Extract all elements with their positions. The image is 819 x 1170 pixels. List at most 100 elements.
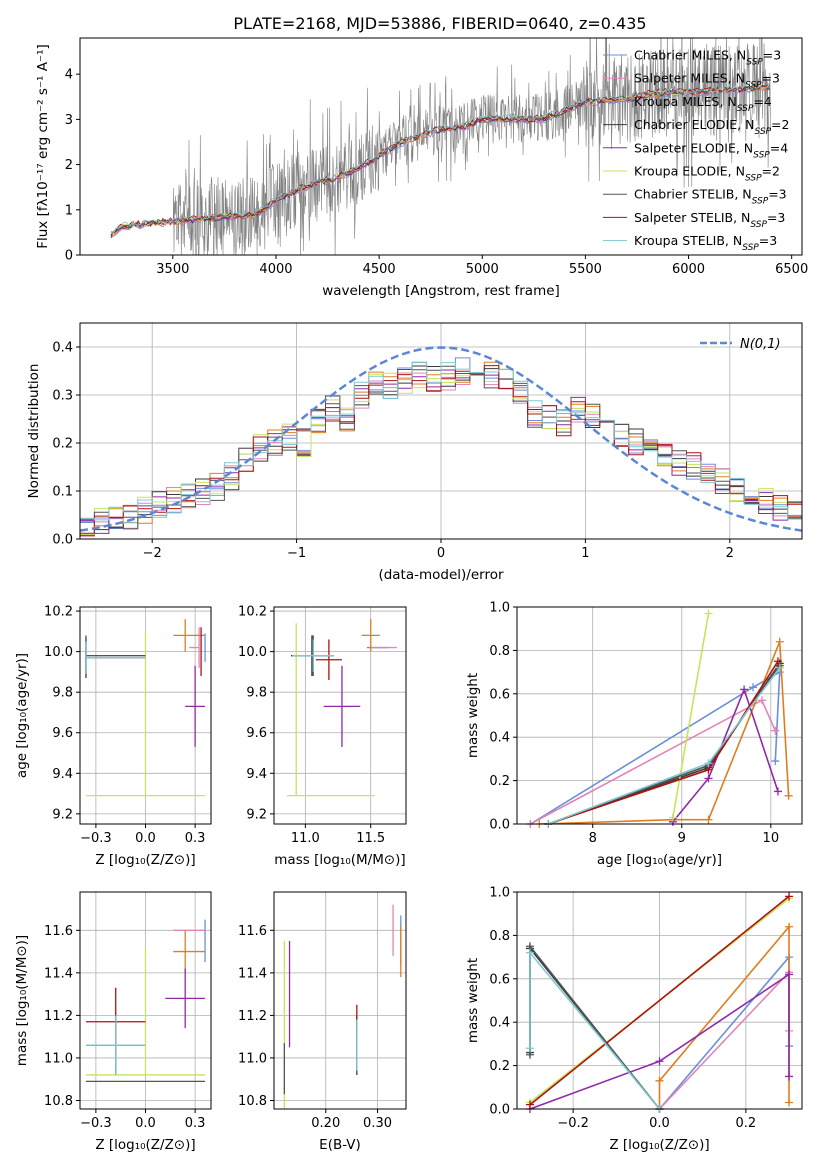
x-tick-label: 5500 — [569, 262, 602, 277]
mass_vs_ebv-frame — [273, 891, 407, 1110]
legend-subscript: SSP — [742, 243, 759, 253]
gaussian-curve — [80, 346, 802, 532]
massweight_vs_Z-frame — [516, 891, 803, 1110]
legend-value: =3 — [767, 210, 785, 225]
x-axis-label: age [log₁₀(age/yr)] — [597, 852, 722, 868]
legend-value: =4 — [753, 94, 771, 109]
series-marker — [655, 1057, 664, 1066]
x-axis-label: Z [log₁₀(Z/Z⊙)] — [95, 1137, 195, 1153]
y-axis-label: Flux [fλ10⁻¹⁷ erg cm⁻² s⁻¹ A⁻¹] — [35, 44, 51, 249]
y-tick-label: 9.2 — [246, 807, 267, 822]
axes-mass_vs_ebv: 0.20 0.30 10.8 11.0 11.2 11.4 11.6 — [238, 892, 406, 1131]
x-tick-label: −2 — [143, 546, 162, 561]
series-line — [658, 970, 790, 1109]
y-tick-label: 0.0 — [489, 818, 510, 833]
y-axis-label: age [log₁₀(age/yr)] — [14, 653, 30, 778]
series-marker — [704, 759, 713, 768]
figure-title: PLATE=2168, MJD=53886, FIBERID=0640, z=0… — [233, 14, 646, 33]
legend-label: N(0,1) — [740, 337, 781, 352]
x-axis-label: E(B-V) — [319, 1137, 361, 1153]
histogram-step — [80, 362, 802, 521]
series-marker — [740, 685, 749, 694]
x-tick-label: 3500 — [156, 262, 189, 277]
series-line — [529, 973, 790, 1109]
y-tick-label: 0.2 — [489, 774, 510, 789]
series-marker — [749, 683, 758, 692]
y-tick-label: 10.0 — [238, 645, 267, 660]
spectrum-model-line — [110, 82, 770, 234]
mass_vs_Z-frame — [79, 891, 212, 1110]
y-tick-label: 10.2 — [44, 605, 73, 620]
x-tick-label: −0.3 — [80, 1116, 112, 1131]
y-tick-label: 11.2 — [238, 1009, 267, 1024]
series-marker — [785, 922, 794, 931]
y-tick-label: 10.8 — [44, 1094, 73, 1109]
y-tick-label: 9.8 — [52, 686, 73, 701]
x-tick-label: −1 — [287, 546, 306, 561]
axes-age_vs_mass: 11.0 11.5 9.2 9.4 9.6 9.8 10.0 10.2 — [238, 605, 406, 846]
series-line — [672, 687, 779, 823]
x-tick-label: 6000 — [672, 262, 705, 277]
x-tick-label: 1 — [581, 546, 589, 561]
y-tick-label: 0.0 — [52, 533, 73, 548]
y-tick-label: 0.2 — [52, 437, 73, 452]
x-tick-label: 0.3 — [185, 831, 206, 846]
series-marker — [525, 1044, 534, 1053]
legend-value: =2 — [771, 117, 789, 132]
axes-spectrum: 3500 4000 4500 5000 5500 6000 6500 0 1 2 3 4 — [65, 68, 809, 277]
legend-value: =3 — [768, 187, 786, 202]
y-tick-label: 10.8 — [238, 1094, 267, 1109]
legend-value: =3 — [759, 233, 777, 248]
y-tick-label: 0.4 — [489, 731, 510, 746]
y-tick-label: 11.0 — [238, 1051, 267, 1066]
x-tick-label: 0.30 — [363, 1116, 392, 1131]
series-marker — [525, 1100, 534, 1109]
legend-label: Salpeter MILES, NSSP=3 — [634, 71, 780, 91]
series-marker — [784, 791, 793, 800]
y-tick-label: 0.4 — [52, 341, 73, 356]
series-line — [672, 613, 710, 818]
legend-value: =2 — [762, 164, 780, 179]
x-tick-label: 11.0 — [291, 831, 320, 846]
legend-label: Salpeter ELODIE, NSSP=4 — [634, 140, 788, 160]
age_vs_Z-frame — [79, 606, 212, 825]
x-tick-label: 6500 — [775, 262, 808, 277]
legend-label: Chabrier STELIB, NSSP=3 — [634, 187, 787, 207]
y-tick-label: 10.2 — [238, 605, 267, 620]
y-tick-label: 11.4 — [238, 966, 267, 981]
series-marker — [704, 774, 713, 783]
legend-subscript: SSP — [750, 220, 767, 230]
series-marker — [785, 1098, 794, 1107]
y-tick-label: 0.4 — [489, 1016, 510, 1031]
y-tick-label: 9.2 — [52, 807, 73, 822]
series-marker — [757, 696, 766, 705]
x-tick-label: 8 — [589, 831, 597, 846]
y-tick-label: 0.1 — [52, 485, 73, 500]
series-marker — [668, 813, 677, 822]
legend-subscript: SSP — [752, 197, 769, 207]
legend-subscript: SSP — [745, 174, 762, 184]
y-tick-label: 1 — [65, 203, 73, 218]
y-axis-label: mass weight — [465, 958, 481, 1043]
x-axis-label: Z [log₁₀(Z/Z⊙)] — [609, 1137, 709, 1153]
y-axis-label: Normed distribution — [26, 364, 42, 499]
residuals-frame — [79, 322, 803, 540]
y-tick-label: 0.8 — [489, 929, 510, 944]
series-line — [658, 954, 790, 1109]
y-tick-label: 9.8 — [246, 686, 267, 701]
legend-subscript: SSP — [745, 81, 762, 91]
spectrum-model-line — [110, 84, 770, 236]
x-axis-label: mass [log₁₀(M/M⊙)] — [274, 852, 405, 868]
x-tick-label: 0.0 — [649, 1116, 670, 1131]
series-marker — [773, 787, 782, 796]
x-tick-label: 4000 — [259, 262, 292, 277]
legend-label: Kroupa STELIB, NSSP=3 — [634, 233, 777, 253]
x-tick-label: 0.3 — [185, 1116, 206, 1131]
x-tick-label: −0.3 — [80, 831, 112, 846]
legend-subscript: SSP — [754, 127, 771, 137]
series-marker — [525, 948, 534, 957]
y-tick-label: 3 — [65, 113, 73, 128]
legend-value: =4 — [770, 140, 788, 155]
x-tick-label: 4500 — [363, 262, 396, 277]
